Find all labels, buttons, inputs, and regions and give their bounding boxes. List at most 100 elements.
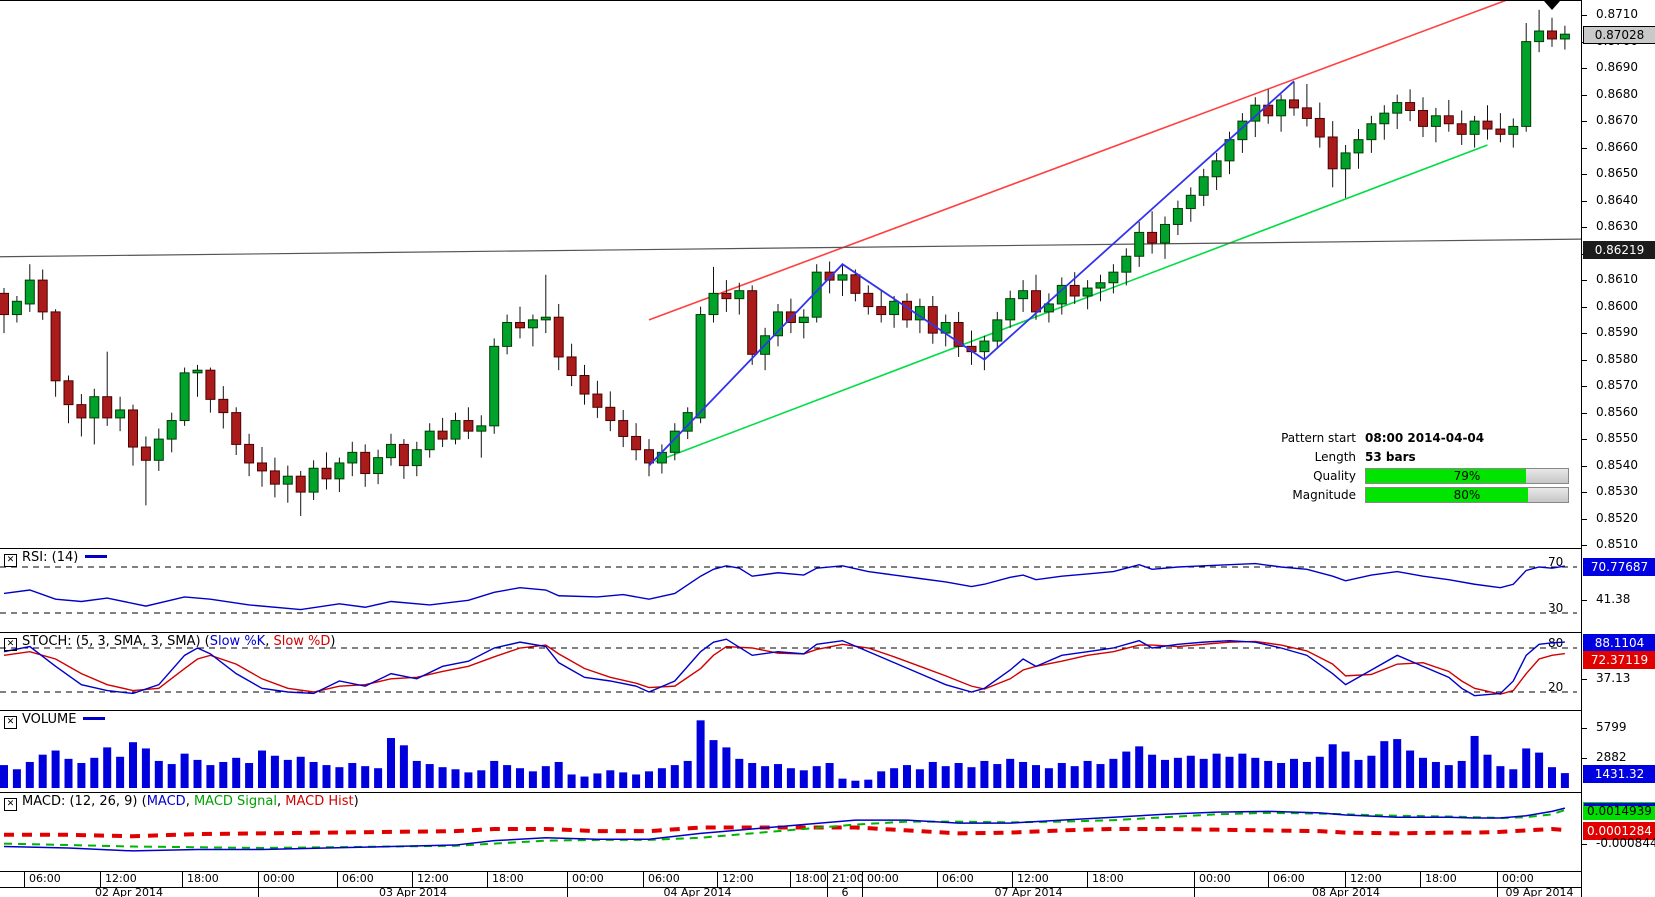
- volume-bar: [825, 763, 834, 788]
- volume-bar: [12, 769, 21, 788]
- time-axis: 06:00 12:00 18:00 00:00 06:00 12:00 18:00 00:00…: [0, 871, 1582, 897]
- rsi-chart[interactable]: 70 30: [0, 548, 1581, 632]
- axis-value-label: 0.8610: [1596, 272, 1638, 287]
- bull-candle: [656, 451, 667, 464]
- axis-value-box: 70.77687: [1583, 558, 1655, 577]
- volume-bar: [1238, 753, 1247, 788]
- volume-bar: [309, 761, 318, 788]
- volume-chart[interactable]: [0, 710, 1581, 792]
- axis-tick-mark: [1582, 758, 1587, 759]
- quality-percent: 79%: [1453, 468, 1481, 483]
- level-label: 30: [1548, 601, 1563, 615]
- volume-bar: [1006, 758, 1015, 788]
- volume-bar: [1135, 746, 1144, 788]
- pattern-length-value: 53 bars: [1365, 449, 1416, 464]
- volume-bar: [941, 766, 950, 788]
- pattern-magnitude-label: Magnitude: [1292, 487, 1356, 502]
- volume-bar: [1032, 765, 1040, 788]
- axis-tick-mark: [1582, 174, 1587, 176]
- volume-bar: [890, 768, 899, 788]
- time-axis-hour-cell: 00:00: [567, 872, 643, 887]
- volume-bar: [1173, 757, 1182, 788]
- bull-candle: [1508, 125, 1519, 135]
- candlestick-chart[interactable]: [0, 0, 1581, 548]
- time-axis-hour-cell: 12:00: [100, 872, 182, 887]
- time-axis-hour-cell: 06:00: [643, 872, 717, 887]
- volume-bar: [967, 767, 976, 788]
- bear-candle: [102, 396, 113, 419]
- bear-candle: [863, 292, 874, 308]
- bear-candle: [437, 430, 448, 440]
- panel-separator: [0, 632, 1581, 633]
- axis-value-label: 0.8600: [1596, 298, 1638, 313]
- axis-tick-mark: [1582, 545, 1587, 547]
- volume-bar: [915, 769, 924, 788]
- pattern-zigzag-line: [648, 80, 1295, 467]
- macd-chart[interactable]: [0, 792, 1581, 871]
- volume-bar: [412, 760, 421, 788]
- axis-tick-mark: [1582, 412, 1587, 414]
- axis-tick-mark: [1582, 465, 1587, 467]
- stoch-visibility-checkbox[interactable]: ✕: [4, 638, 17, 651]
- volume-bar: [1199, 758, 1208, 788]
- volume-bar: [1161, 759, 1169, 788]
- rsi-visibility-checkbox[interactable]: ✕: [4, 554, 17, 567]
- bull-candle: [773, 311, 783, 337]
- level-label: 20: [1548, 680, 1563, 694]
- axis-value-label: 0.8660: [1596, 139, 1638, 154]
- volume-bar: [541, 766, 550, 788]
- bear-candle: [244, 443, 255, 464]
- volume-bar: [1354, 759, 1363, 788]
- bull-candle: [153, 438, 164, 461]
- volume-bar: [761, 766, 770, 788]
- bull-candle: [1237, 120, 1248, 141]
- axis-value-label: 0.8640: [1596, 192, 1638, 207]
- volume-bar: [645, 771, 653, 788]
- axis-value-box: 0.87028: [1583, 26, 1655, 45]
- stoch-title-text: Slow %D: [273, 634, 331, 649]
- macd-title-text: MACD: (12, 26, 9) (: [22, 794, 147, 809]
- bear-candle: [747, 290, 758, 355]
- bear-candle: [0, 292, 9, 316]
- volume-bar: [864, 779, 873, 788]
- bear-candle: [1495, 128, 1506, 135]
- volume-bar: [490, 760, 499, 788]
- volume-bar: [735, 758, 744, 788]
- axis-tick-mark: [1582, 15, 1587, 17]
- stoch-title-text: Slow %K: [209, 634, 266, 649]
- volume-bar: [1109, 758, 1118, 788]
- macd-title-text: MACD Hist: [285, 794, 354, 809]
- macd-visibility-checkbox[interactable]: ✕: [4, 798, 17, 811]
- price-axis: 0.87100.87000.86900.86800.86700.86600.86…: [1581, 0, 1655, 897]
- volume-bar: [322, 765, 331, 788]
- volume-bar: [1044, 768, 1053, 788]
- volume-bar: [980, 760, 989, 788]
- volume-bar: [361, 766, 370, 788]
- pattern-start-label: Pattern start: [1281, 430, 1356, 445]
- axis-tick-mark: [1582, 200, 1587, 202]
- bull-candle: [1340, 152, 1351, 170]
- volume-bar: [193, 759, 202, 788]
- axis-tick-mark: [1582, 68, 1587, 70]
- axis-tick-mark: [1582, 844, 1587, 846]
- volume-bar: [219, 761, 228, 788]
- axis-value-label: 0.8650: [1596, 166, 1638, 181]
- magnitude-progress-bar: 80%: [1365, 486, 1569, 503]
- bull-candle: [1134, 231, 1145, 257]
- bull-candle: [1366, 123, 1377, 141]
- indicator-line: [3, 640, 1565, 695]
- bull-candle: [889, 300, 900, 316]
- bear-candle: [850, 274, 861, 294]
- volume-visibility-checkbox[interactable]: ✕: [4, 716, 17, 729]
- bear-candle: [1443, 115, 1454, 125]
- volume-legend-dash-icon: [83, 717, 106, 720]
- volume-bar: [1509, 769, 1518, 788]
- volume-bar: [64, 758, 73, 788]
- bull-candle: [1018, 290, 1029, 300]
- bear-candle: [721, 292, 732, 300]
- time-axis-hour-cell: 18:00: [1420, 872, 1497, 887]
- volume-bar: [1122, 751, 1131, 788]
- bull-candle: [476, 425, 487, 432]
- bull-candle: [334, 462, 345, 480]
